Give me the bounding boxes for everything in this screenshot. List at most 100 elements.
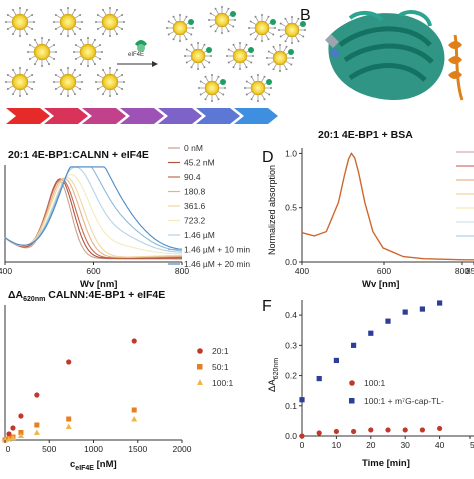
gold-nanoparticle	[244, 74, 272, 102]
chevron-segment	[196, 108, 240, 124]
data-point	[33, 429, 40, 435]
panel-d-x-label: Wv [nm]	[362, 279, 399, 290]
panel-f-y-ticks: 0.0 0.1 0.2 0.3 0.4	[285, 310, 302, 441]
panel-b-structure: B	[300, 7, 464, 101]
y-tick-label: 0.0	[285, 257, 297, 267]
x-tick-label: 800	[175, 266, 189, 276]
x-tick-label: 20	[366, 440, 376, 450]
cap-ligand-icon	[325, 34, 339, 48]
panel-e-title: ΔA620nm CALNN:4E-BP1 + eIF4E	[8, 289, 165, 303]
gold-nanoparticle	[184, 42, 212, 70]
panel-f-scatter: F 0.0 0.1 0.2 0.3 0.4 0 10 20 30 40 5 ΔA620nm Tim…	[262, 298, 474, 469]
data-point	[351, 428, 357, 435]
data-point	[419, 306, 425, 312]
panel-e-x-ticks: 0 500 1000 1500 2000	[4, 440, 192, 454]
gold-nanoparticle	[208, 6, 236, 34]
chevron-segment	[82, 108, 126, 124]
data-point	[299, 433, 305, 439]
x-tick-label: 0	[300, 440, 305, 450]
panel-e-x-label: ceIF4E [nM]	[70, 459, 117, 472]
data-point	[5, 436, 12, 442]
data-point	[316, 375, 322, 382]
legend-entry: 50:1	[212, 362, 229, 372]
y-tick-label: 0.3	[285, 340, 297, 350]
panel-f-y-label: ΔA620nm	[267, 358, 280, 392]
peptide-helix	[448, 34, 464, 101]
legend-marker	[349, 380, 355, 386]
gold-nanoparticle	[73, 37, 103, 67]
gold-nanoparticle	[5, 7, 35, 37]
legend-marker	[197, 379, 203, 385]
panel-c-legend: 0 nM 45.2 nM 90.4 180.8 361.6 723.2 1.46 µM 1.4…	[168, 143, 250, 269]
gold-nanoparticle	[278, 16, 306, 44]
data-point	[437, 300, 443, 306]
panel-a-schematic: eIF4E	[5, 6, 306, 124]
reaction-arrow: eIF4E	[117, 40, 158, 67]
legend-entry: 1.46 µM + 10 min	[184, 245, 250, 255]
gold-nanoparticle	[5, 67, 35, 97]
y-tick-label: 0.1	[285, 401, 297, 411]
data-point	[34, 422, 40, 428]
data-point	[437, 425, 443, 432]
x-tick-label: 30	[400, 440, 410, 450]
data-point	[368, 427, 374, 433]
legend-entry: 361.6	[184, 201, 206, 211]
x-tick-label: 600	[377, 266, 391, 276]
panel-letter-f: F	[262, 298, 272, 315]
panel-c-curves	[4, 166, 183, 260]
data-point	[66, 416, 72, 422]
data-point	[385, 427, 391, 433]
panel-e-legend: 20:1 50:1 100:1	[197, 346, 234, 388]
legend-entry: 45.2 nM	[184, 158, 215, 168]
protein-ribbon	[325, 10, 445, 100]
nanoparticles-left	[5, 7, 125, 97]
x-tick-label: 1500	[128, 444, 147, 454]
panel-c-spectra: 20:1 4E-BP1:CALNN + eIF4E 400 600 800 Wv […	[0, 143, 250, 290]
chevron-segment	[6, 108, 50, 124]
x-tick-label: 500	[42, 444, 56, 454]
panel-c-title: 20:1 4E-BP1:CALNN + eIF4E	[8, 149, 149, 161]
panel-d-title: 20:1 4E-BP1 + BSA	[318, 129, 413, 141]
panel-f-x-label: Time [min]	[362, 458, 410, 469]
data-point	[9, 434, 16, 441]
eif4e-subunit-icon	[137, 44, 145, 52]
gold-nanoparticle	[248, 14, 276, 42]
data-point	[333, 357, 339, 364]
data-point	[17, 432, 24, 438]
legend-entry: 20:1	[212, 346, 229, 356]
gold-nanoparticle	[266, 44, 294, 72]
y-tick-label: 0.2	[285, 371, 297, 381]
gold-nanoparticle	[166, 14, 194, 42]
spectrum-line	[4, 166, 183, 250]
spectrum-line	[4, 166, 183, 252]
data-point	[131, 407, 137, 413]
data-point	[65, 423, 72, 429]
x-tick-label: 1000	[84, 444, 103, 454]
legend-marker	[197, 348, 203, 354]
y-tick-label: 0.5	[285, 203, 297, 213]
y-tick-label: 0.0	[285, 431, 297, 441]
legend-entry: 100:1	[212, 378, 234, 388]
panel-e-points	[2, 338, 138, 443]
x-tick-label: 5	[470, 440, 474, 450]
legend-entry: 100:1	[364, 378, 386, 388]
legend-entry: 0 nM	[184, 143, 203, 153]
legend-entry: 180.8	[184, 187, 206, 197]
panel-f-points	[299, 300, 443, 439]
data-point	[316, 430, 322, 436]
gold-nanoparticle	[27, 37, 57, 67]
data-point	[66, 359, 72, 365]
panel-f-legend: 100:1 100:1 + m⁷G-cap-TL-	[349, 378, 444, 406]
y-tick-label: 1.0	[285, 148, 297, 158]
panel-d-y-label: Normalized absorption	[267, 165, 277, 255]
gold-nanoparticle	[53, 7, 83, 37]
chevron-segment	[44, 108, 88, 124]
legend-entry: 1.46 µM + 20 min	[184, 259, 250, 269]
data-point	[333, 428, 339, 435]
data-point	[131, 416, 138, 422]
x-tick-label: 10	[332, 440, 342, 450]
legend-marker	[197, 364, 203, 370]
data-point	[299, 397, 305, 403]
